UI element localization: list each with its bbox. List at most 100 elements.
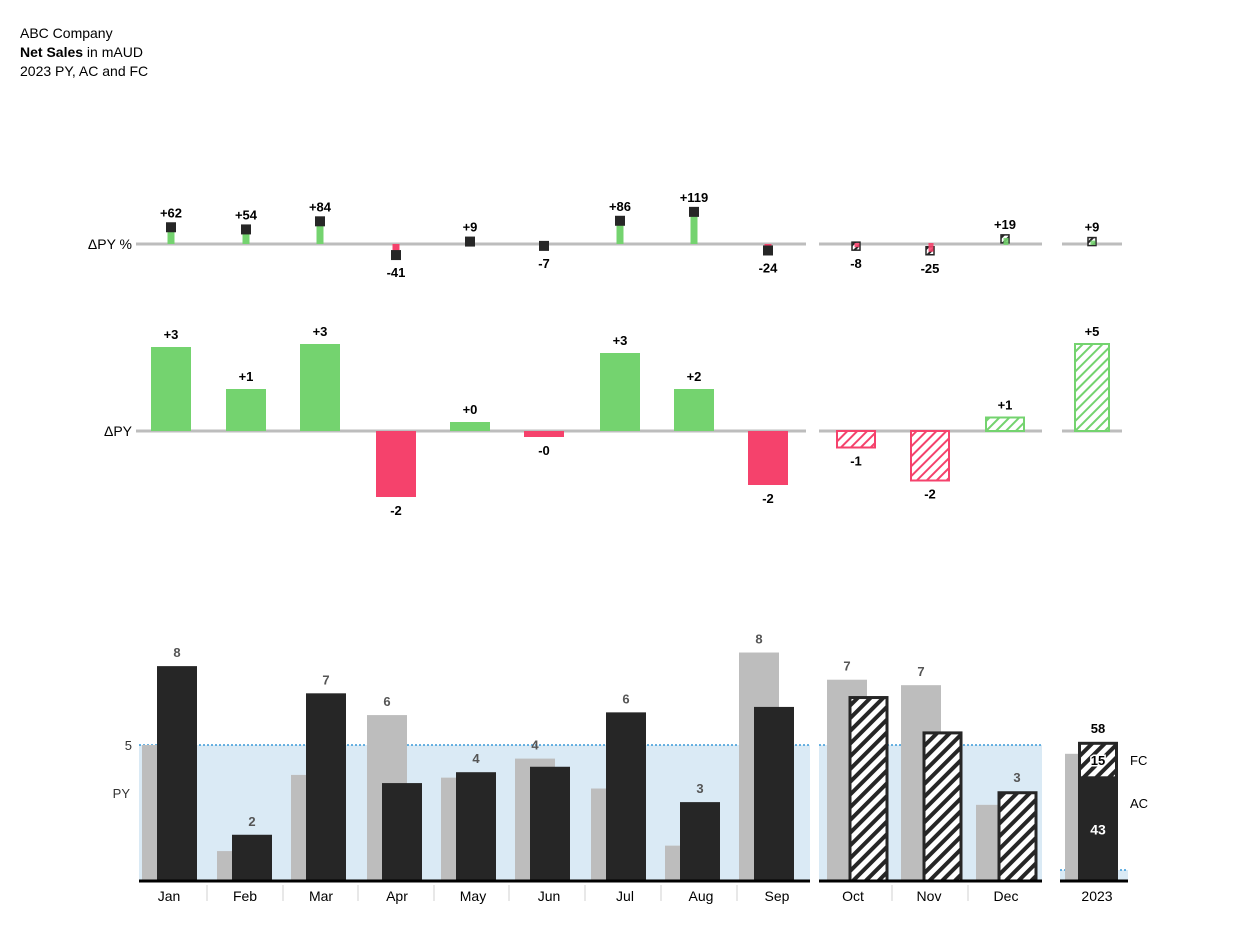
- pin-head: [315, 216, 325, 227]
- pin-value-label: +86: [609, 199, 631, 214]
- fc-bar: [848, 696, 889, 883]
- delta-value-label: -2: [924, 487, 936, 502]
- total-fc-bar: [1078, 741, 1118, 780]
- py-value-label: 7: [917, 664, 924, 679]
- delta-value-label: +1: [998, 398, 1013, 413]
- category-label: Sep: [765, 888, 790, 904]
- legend-ac-label: AC: [1130, 796, 1148, 811]
- measure-name: Net Sales: [20, 44, 84, 60]
- category-label: Feb: [233, 888, 257, 904]
- pin-value-label: +84: [309, 199, 332, 214]
- pin-value-label: -25: [921, 261, 940, 276]
- delta-bar: [450, 422, 490, 431]
- delta-bar-forecast: [836, 430, 876, 449]
- pin-head: [539, 240, 549, 251]
- measure-unit: in mAUD: [83, 44, 143, 60]
- pin-value-label: +62: [160, 205, 182, 220]
- ac-bar: [157, 666, 197, 881]
- scenario-subtitle: 2023 PY, AC and FC: [20, 63, 149, 79]
- category-label: Apr: [386, 888, 408, 904]
- pin-value-label: +119: [680, 190, 709, 205]
- delta-value-label: +2: [687, 369, 702, 384]
- delta-bar: [748, 431, 788, 485]
- reference-value-label: 5: [125, 738, 132, 753]
- category-label: Jul: [616, 888, 634, 904]
- ac-bar: [606, 712, 646, 881]
- delta-value-label: -2: [762, 491, 774, 506]
- category-label: Oct: [842, 888, 864, 904]
- pin-value-label: -41: [387, 265, 406, 280]
- ac-value-label: 8: [173, 645, 180, 660]
- delta-bar-forecast: [985, 416, 1025, 432]
- pin-stem-forecast: [928, 243, 934, 252]
- delta-value-label: +3: [164, 327, 179, 342]
- fc-value-label: 3: [1013, 770, 1020, 785]
- delta-bar: [524, 431, 564, 437]
- pin-stem-forecast: [1090, 240, 1096, 245]
- ac-bar: [456, 772, 496, 881]
- pin-value-label: +19: [994, 217, 1016, 232]
- pin-head: [465, 236, 475, 247]
- pin-axis-label: ΔPY %: [88, 236, 132, 252]
- delta-value-label: +1: [239, 369, 254, 384]
- pin-value-label: +9: [463, 220, 478, 235]
- ac-value-label: 2: [248, 814, 255, 829]
- pin-head: [615, 215, 625, 226]
- pin-stem: [167, 227, 175, 244]
- legend-fc-label: FC: [1130, 753, 1147, 768]
- delta-bar: [674, 389, 714, 431]
- total-ac-value-label: 43: [1090, 821, 1106, 837]
- pin-stem: [690, 211, 698, 244]
- delta-bar: [300, 344, 340, 431]
- ac-bar: [680, 802, 720, 881]
- delta-bar: [151, 347, 191, 431]
- delta-value-label: -1: [850, 454, 862, 469]
- ac-value-label: 4: [472, 751, 480, 766]
- pin-value-label: -24: [759, 260, 779, 275]
- pin-stem: [316, 221, 324, 244]
- net-sales-bar-chart: 5 PY 8 2 7 6 4 4 6 3 8 7 7 3 58 15 43 FC AC Jan Feb Mar Apr May…: [113, 632, 1148, 904]
- pin-stem-forecast: [854, 243, 860, 248]
- delta-value-label: -2: [390, 503, 402, 518]
- ac-bar: [306, 693, 346, 881]
- py-value-label: 6: [383, 694, 390, 709]
- pin-head: [241, 224, 251, 235]
- pin-head: [166, 222, 176, 233]
- delta-value-label: +0: [463, 402, 478, 417]
- pin-stem-forecast: [1003, 237, 1009, 245]
- chart-header: ABC Company Net Sales in mAUD 2023 PY, A…: [20, 24, 148, 81]
- delta-value-label: +3: [313, 324, 328, 339]
- category-label: Mar: [309, 888, 333, 904]
- pin-head: [763, 245, 773, 256]
- delta-bar: [376, 431, 416, 497]
- category-label: Nov: [917, 888, 942, 904]
- measure-title: Net Sales in mAUD: [20, 43, 148, 62]
- fc-bar: [922, 731, 963, 883]
- pin-value-label: +9: [1085, 220, 1100, 235]
- delta-bar-forecast: [1074, 343, 1110, 432]
- total-fc-value-label: 15: [1091, 753, 1105, 768]
- py-value-label: 4: [531, 738, 539, 753]
- py-value-label: 7: [843, 659, 850, 674]
- delta-bar: [226, 389, 266, 431]
- pin-stem: [242, 229, 250, 244]
- delta-axis-label: ΔPY: [104, 423, 133, 439]
- delta-py-percent-chart: ΔPY % +62 +54 +84 -41 +9 -7 +86 +119 -24 -8 -25 +19 +…: [88, 190, 1122, 280]
- ac-value-label: 3: [696, 781, 703, 796]
- ac-value-label: 7: [322, 672, 329, 687]
- category-label: Dec: [994, 888, 1019, 904]
- pin-value-label: +54: [235, 207, 258, 222]
- company-name: ABC Company: [20, 25, 113, 41]
- delta-py-chart: ΔPY +3 +1 +3 -2 +0 -0 +3 +2 -2 -1 -2 +1 +5: [104, 324, 1122, 518]
- delta-bar-forecast: [910, 430, 950, 482]
- ac-bar: [232, 834, 272, 881]
- category-label: Jun: [538, 888, 561, 904]
- pin-head: [689, 206, 699, 217]
- category-label: May: [460, 888, 486, 904]
- total-value-label: 58: [1091, 721, 1105, 736]
- py-value-label: 8: [755, 632, 762, 647]
- reference-band-label: PY: [113, 786, 131, 801]
- total-ac-bar: [1078, 777, 1118, 881]
- delta-value-label: -0: [538, 443, 550, 458]
